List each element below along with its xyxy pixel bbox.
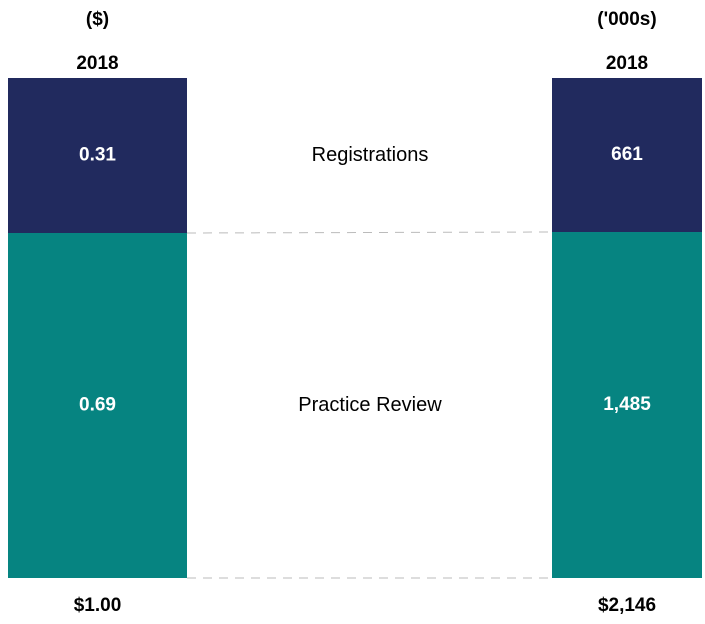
series-label: Registrations: [312, 144, 429, 166]
divider: [186, 231, 553, 234]
column-label: 2018: [606, 53, 648, 74]
bar-segment: [552, 232, 702, 579]
value-label: 1,485: [603, 394, 651, 415]
bar-segment: [8, 78, 187, 233]
value-label: 0.69: [79, 395, 116, 416]
column-label: 2018: [76, 53, 118, 74]
series-label: Practice Review: [298, 394, 442, 416]
bar-segment: [8, 233, 187, 578]
bar-segment: [552, 78, 702, 233]
value-label: 0.31: [79, 145, 116, 166]
total-label: $2,146: [598, 595, 656, 616]
total-label: $1.00: [74, 595, 122, 616]
column-unit: ('000s): [597, 9, 656, 30]
value-label: 661: [611, 144, 643, 165]
column-unit: ($): [86, 9, 109, 30]
